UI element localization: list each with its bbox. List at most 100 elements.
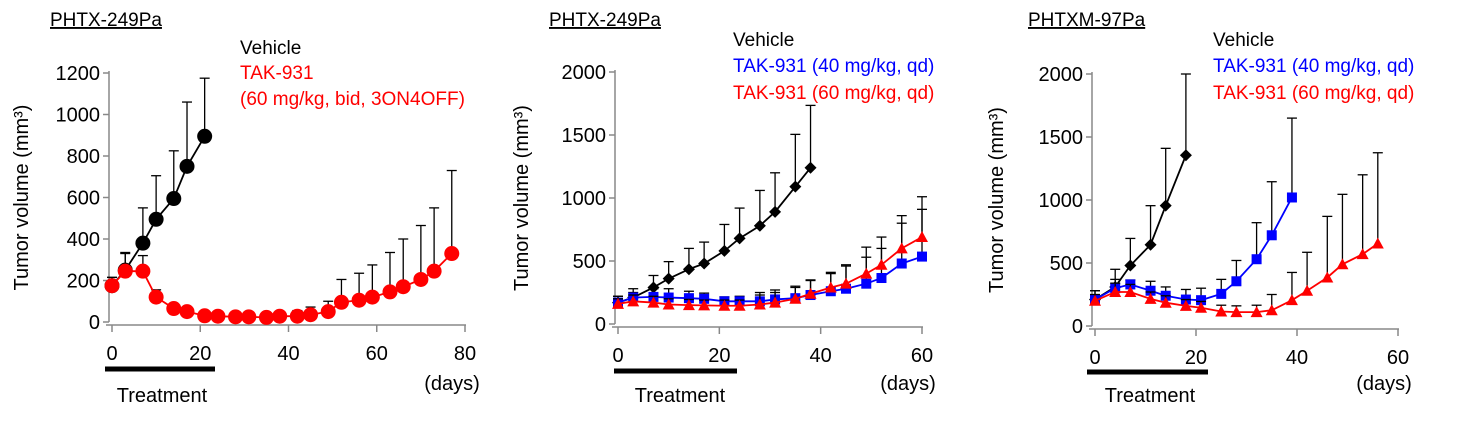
data-point [117,263,133,279]
series-1 [104,77,213,294]
data-point [916,231,928,243]
legend-entry: TAK-931 (60 mg/kg, qd) [733,83,934,104]
data-point [1195,301,1208,313]
data-point [647,296,660,308]
data-point [875,258,888,270]
y-tick-label: 1000 [56,105,101,127]
data-point [1196,295,1207,306]
data-point [824,281,837,293]
data-point [1265,304,1278,316]
data-point [1109,285,1122,297]
data-point [1179,299,1192,311]
data-point [804,161,817,174]
data-point [753,298,766,310]
data-point [1215,305,1228,317]
y-tick-label: 200 [67,271,100,293]
series-3 [612,196,928,311]
data-point [395,279,411,295]
series-line [1094,154,1187,301]
data-point [718,299,731,311]
data-point [1285,294,1298,306]
x-tick-label: 40 [1286,347,1308,369]
y-tick-label: 0 [595,314,606,336]
data-point [1250,306,1263,318]
data-point [1266,230,1277,241]
data-point [682,299,695,311]
legend-entry: (60 mg/kg, bid, 3ON4OFF) [240,89,465,110]
x-tick-label: 40 [277,343,299,365]
treatment-label: Treatment [635,385,726,407]
panel-title: PHTX-249Pa [50,10,162,31]
panel-title: PHTXM-97Pa [1028,10,1146,31]
series-line [617,255,923,304]
x-tick-label: 20 [708,345,730,367]
x-tick-label: 0 [612,345,623,367]
x-tick-label: 0 [1089,347,1100,369]
data-point [627,295,640,307]
data-point [1356,248,1369,260]
data-point [210,308,226,324]
y-axis-label: Tumor volume (mm³) [511,105,533,291]
data-point [289,308,305,324]
y-tick-label: 1500 [1039,127,1084,149]
data-point [320,304,336,320]
y-tick-label: 800 [67,146,100,168]
data-point [733,232,746,245]
data-point [382,284,398,300]
data-point [1159,199,1172,212]
data-point [896,258,907,269]
data-point [698,299,711,311]
data-point [841,283,851,294]
panel-1: PHTX-249Pa Vehicle TAK-931 (60 mg/kg, bid, … [11,10,480,407]
data-point [662,272,675,285]
legend-entry: Vehicle [733,30,794,51]
series-2 [613,208,927,308]
series-2 [104,169,460,325]
x-tick-label: 80 [454,343,476,365]
data-point [351,292,367,308]
data-point [444,246,460,262]
treatment-label: Treatment [1105,385,1196,407]
data-point [718,244,731,257]
data-point [1251,254,1262,265]
data-point [663,292,674,303]
series-3 [1089,152,1384,318]
data-point [148,289,164,305]
y-axis-label: Tumor volume (mm³) [986,107,1008,293]
y-tick-label: 400 [67,229,100,251]
data-point [241,309,257,325]
y-tick-label: 1500 [562,125,607,147]
data-point [272,308,288,324]
treatment-label: Treatment [117,385,208,407]
data-point [228,309,244,325]
data-point [1124,285,1137,297]
series-1 [612,104,817,309]
data-point [683,293,694,304]
series-1 [1089,73,1192,306]
data-point [1089,294,1101,306]
legend-entry: Vehicle [240,38,301,59]
data-point [166,191,182,207]
data-point [1145,285,1156,296]
data-point [699,293,710,304]
y-tick-label: 0 [89,312,100,334]
x-tick-label: 60 [1387,347,1409,369]
data-point [789,292,802,304]
data-point [179,158,195,174]
y-tick-label: 500 [573,251,606,273]
data-point [135,263,151,279]
data-point [1286,192,1297,203]
data-point [1230,306,1243,318]
y-tick-label: 600 [67,188,100,210]
series-line [617,236,923,307]
legend-entry: TAK-931 (40 mg/kg, qd) [733,56,934,77]
data-point [612,297,624,309]
data-point [662,298,675,310]
y-tick-label: 1200 [56,63,101,85]
data-point [769,205,782,218]
x-axis-label: (days) [424,373,480,395]
data-point [148,211,164,227]
y-tick-label: 2000 [562,62,607,84]
x-axis-label: (days) [880,373,936,395]
data-point [840,277,852,289]
